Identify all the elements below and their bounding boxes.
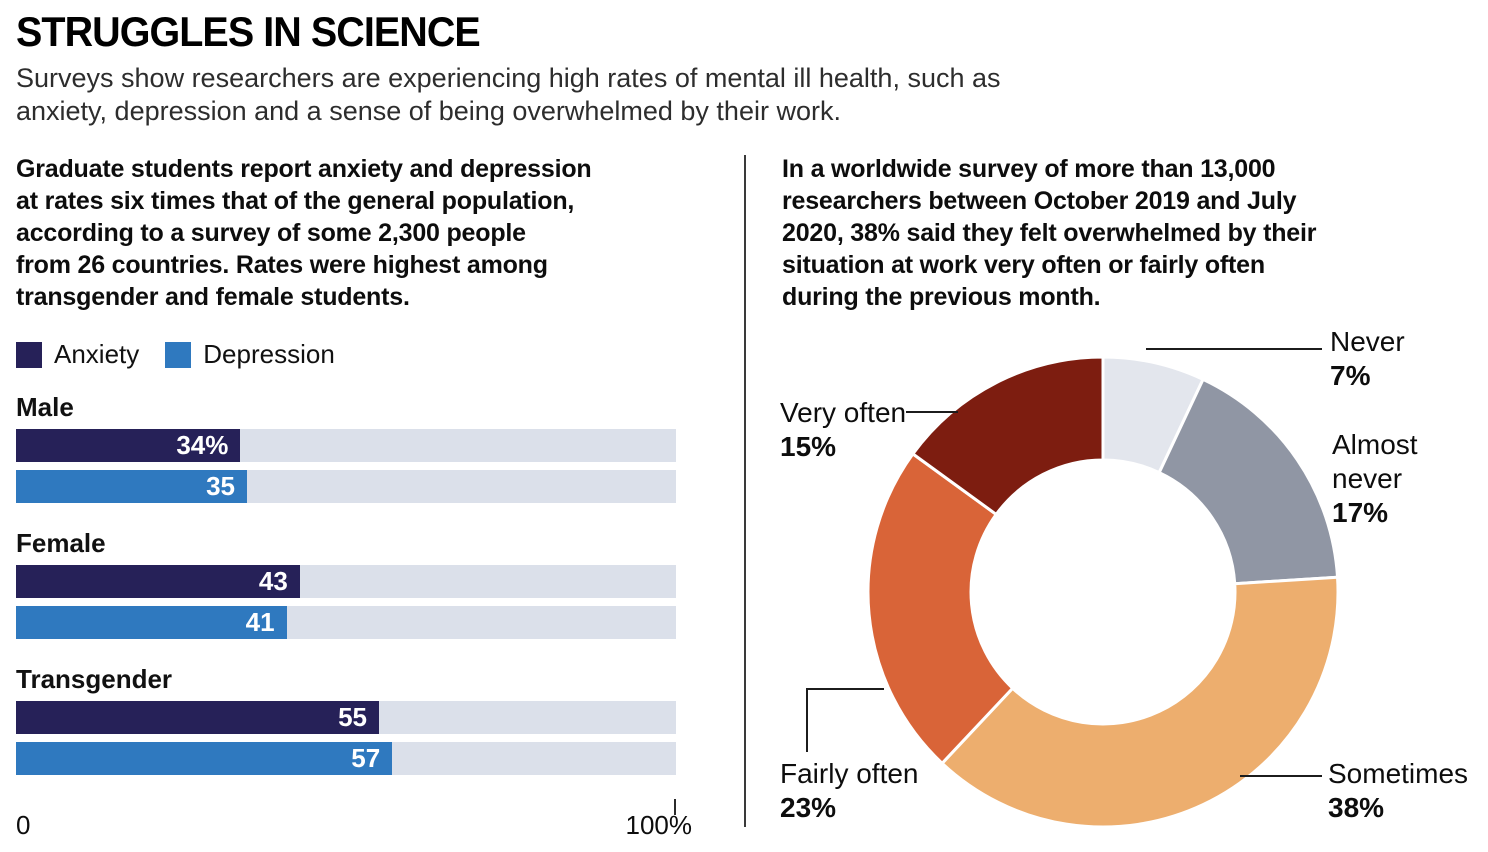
very-often-pct: 15% bbox=[780, 431, 837, 462]
sometimes-pct: 38% bbox=[1328, 792, 1385, 823]
group-label-female: Female bbox=[16, 528, 106, 558]
fairly-often-leader-line-horizontal bbox=[806, 688, 884, 690]
donut-segment-fairly-often bbox=[866, 452, 1015, 765]
male-depression-value: 35 bbox=[206, 471, 235, 501]
female-anxiety-bar: 43 bbox=[16, 565, 300, 598]
fairly-often-pct: 23% bbox=[780, 792, 837, 823]
fairly-often-label: Fairly often bbox=[780, 758, 919, 789]
bar-group-transgender: Transgender 55 57 bbox=[16, 664, 676, 775]
almost-never-pct: 17% bbox=[1332, 497, 1389, 528]
depression-swatch bbox=[165, 341, 192, 368]
callout-sometimes: Sometimes 38% bbox=[1328, 757, 1468, 825]
bar-group-female: Female 43 41 bbox=[16, 528, 676, 639]
sometimes-leader-line bbox=[1240, 775, 1322, 777]
page-subtitle: Surveys show researchers are experiencin… bbox=[16, 63, 1001, 126]
male-anxiety-bar: 34% bbox=[16, 429, 241, 462]
axis-tick-100 bbox=[674, 799, 676, 815]
x-axis-labels: 0 100% bbox=[16, 810, 692, 841]
female-depression-bar: 41 bbox=[16, 606, 287, 639]
transgender-anxiety-value: 55 bbox=[338, 702, 367, 732]
never-label: Never bbox=[1330, 326, 1405, 357]
donut-svg bbox=[866, 355, 1340, 829]
donut-segment-almost-never bbox=[1157, 377, 1340, 586]
almost-never-label: Almost never bbox=[1332, 429, 1418, 494]
callout-almost-never: Almost never 17% bbox=[1332, 428, 1450, 530]
donut-segment-sometimes bbox=[940, 575, 1340, 829]
x-axis-min-label: 0 bbox=[16, 810, 31, 840]
transgender-anxiety-bar: 55 bbox=[16, 701, 379, 734]
callout-never: Never 7% bbox=[1330, 325, 1405, 393]
page-title: STRUGGLES IN SCIENCE bbox=[16, 8, 481, 55]
panel-divider bbox=[744, 155, 746, 827]
male-depression-track: 35 bbox=[16, 470, 676, 503]
callout-fairly-often: Fairly often 23% bbox=[780, 757, 919, 825]
male-anxiety-value: 34% bbox=[176, 430, 229, 460]
female-anxiety-value: 43 bbox=[258, 566, 288, 596]
transgender-depression-bar: 57 bbox=[16, 742, 393, 775]
chart-legend: Anxiety Depression bbox=[16, 339, 676, 370]
anxiety-legend-label: Anxiety bbox=[54, 339, 140, 369]
transgender-anxiety-track: 55 bbox=[16, 701, 676, 734]
bar-chart-intro: Graduate students report anxiety and dep… bbox=[16, 155, 592, 311]
female-anxiety-track: 43 bbox=[16, 565, 676, 598]
x-axis-max-label: 100% bbox=[625, 810, 693, 840]
female-depression-value: 41 bbox=[245, 607, 275, 637]
bar-chart-panel: Graduate students report anxiety and dep… bbox=[16, 153, 692, 840]
very-often-leader-line bbox=[906, 411, 958, 413]
male-depression-bar: 35 bbox=[16, 470, 247, 503]
male-anxiety-track: 34% bbox=[16, 429, 676, 462]
group-label-male: Male bbox=[16, 392, 74, 422]
depression-legend-label: Depression bbox=[203, 339, 335, 369]
group-label-transgender: Transgender bbox=[16, 664, 173, 694]
transgender-depression-track: 57 bbox=[16, 742, 676, 775]
donut-chart-panel: In a worldwide survey of more than 13,00… bbox=[782, 153, 1447, 339]
transgender-depression-value: 57 bbox=[351, 743, 381, 773]
donut-chart-intro: In a worldwide survey of more than 13,00… bbox=[782, 155, 1317, 311]
bar-group-male: Male 34% 35 bbox=[16, 392, 676, 503]
never-leader-line bbox=[1146, 348, 1322, 350]
very-often-label: Very often bbox=[780, 397, 907, 428]
donut-segment-very-often bbox=[911, 355, 1105, 516]
donut-chart bbox=[865, 354, 1341, 830]
x-axis: 0 100% bbox=[16, 798, 692, 840]
never-pct: 7% bbox=[1330, 360, 1371, 391]
sometimes-label: Sometimes bbox=[1328, 758, 1469, 789]
anxiety-swatch bbox=[16, 341, 42, 368]
fairly-often-leader-line-vertical bbox=[806, 688, 808, 752]
female-depression-track: 41 bbox=[16, 606, 676, 639]
callout-very-often: Very often 15% bbox=[780, 396, 906, 464]
